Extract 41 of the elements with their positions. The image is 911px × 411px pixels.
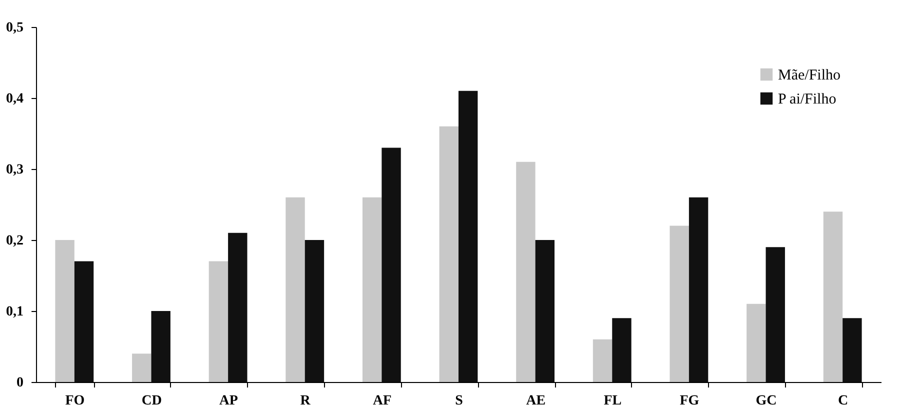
bar xyxy=(304,240,324,382)
x-tick-label: FL xyxy=(604,394,622,408)
bar xyxy=(516,162,536,382)
bar xyxy=(74,261,94,382)
y-tick-label: 0,3 xyxy=(6,162,24,178)
bar xyxy=(286,197,305,382)
x-tick-label: C xyxy=(838,394,848,408)
bar xyxy=(766,247,785,382)
x-tick-label: S xyxy=(455,394,464,408)
bar xyxy=(670,226,689,382)
y-tick-label: 0,2 xyxy=(6,234,24,248)
x-tick-label: GC xyxy=(756,394,777,408)
x-tick-label: FO xyxy=(65,394,85,408)
bar xyxy=(55,240,74,382)
x-tick-label: CD xyxy=(142,394,162,408)
bar xyxy=(362,197,382,382)
x-tick-label: AP xyxy=(219,394,238,408)
bar xyxy=(458,90,478,382)
x-tick-label: R xyxy=(300,394,312,408)
bar xyxy=(208,261,228,382)
bar xyxy=(612,318,632,382)
bar xyxy=(823,212,843,382)
bar xyxy=(382,148,401,382)
bar xyxy=(592,339,612,382)
x-tick-label: AE xyxy=(526,394,546,408)
bar xyxy=(688,197,708,382)
legend-label: Mãe/Filho xyxy=(778,68,840,84)
x-tick-label: AF xyxy=(372,394,392,408)
bar xyxy=(439,126,458,382)
bar xyxy=(842,318,862,382)
y-tick-label: 0,4 xyxy=(6,92,24,106)
x-tick-label: FG xyxy=(680,394,700,408)
legend-label: P ai/Filho xyxy=(778,92,836,108)
y-tick-label: 0,5 xyxy=(6,20,24,36)
bar xyxy=(132,354,152,382)
bar xyxy=(228,232,248,382)
bar xyxy=(151,311,170,382)
y-tick-label: 0,1 xyxy=(6,304,24,320)
bar xyxy=(746,304,766,382)
bar xyxy=(535,240,555,382)
y-tick-label: 0 xyxy=(16,376,24,390)
